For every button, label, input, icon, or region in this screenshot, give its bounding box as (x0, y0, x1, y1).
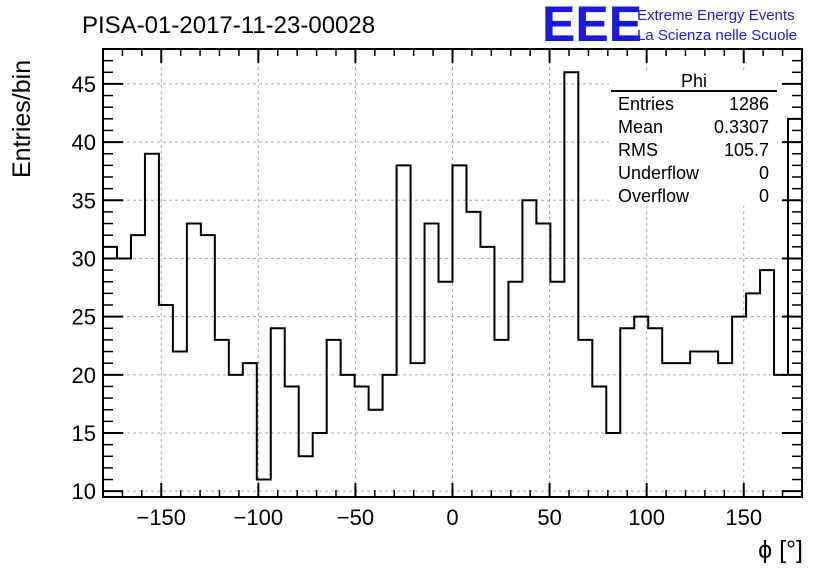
stats-row-label: Overflow (618, 186, 690, 206)
stats-box: Phi Entries 1286 Mean 0.3307 RMS 105.7 Underfl… (609, 71, 777, 206)
y-tick-label: 20 (72, 363, 96, 388)
stats-row-value: 0 (759, 186, 769, 206)
x-tick-label: 100 (628, 505, 665, 530)
logo-line-1: Extreme Energy Events (637, 7, 795, 24)
y-tick-label: 45 (72, 72, 96, 97)
x-axis-title: ϕ [°] (758, 536, 803, 564)
x-tick-label: 0 (446, 505, 458, 530)
histogram-line (103, 71, 802, 481)
y-tick-label: 35 (72, 188, 96, 213)
stats-box-name: Phi (681, 71, 707, 91)
y-tick-label: 15 (72, 421, 96, 446)
y-tick-label: 40 (72, 130, 96, 155)
eee-logo: EEE Extreme Energy Events La Scienza nel… (542, 0, 797, 52)
stats-row-value: 1286 (729, 94, 769, 114)
logo-line-2: La Scienza nelle Scuole (637, 27, 797, 44)
y-tick-label: 25 (72, 305, 96, 330)
stats-row-value: 0.3307 (714, 117, 769, 137)
histogram-layer (103, 71, 802, 481)
stats-row-value: 0 (759, 163, 769, 183)
stats-row-value: 105.7 (724, 140, 769, 160)
x-tick-label: −100 (234, 505, 284, 530)
y-tick-label: 10 (72, 479, 96, 504)
stats-row-label: RMS (618, 140, 658, 160)
y-axis-title: Entries/bin (8, 60, 36, 178)
x-tick-label: −150 (136, 505, 186, 530)
chart-title: PISA-01-2017-11-23-00028 (82, 12, 375, 39)
y-tick-label: 30 (72, 246, 96, 271)
stats-row-label: Mean (618, 117, 663, 137)
stats-row-label: Entries (618, 94, 674, 114)
x-tick-label: 50 (537, 505, 561, 530)
eee-logo-mark: EEE (542, 0, 642, 52)
stats-row-label: Underflow (618, 163, 700, 183)
stats-rows: Entries 1286 Mean 0.3307 RMS 105.7 Underflow 0 O… (618, 94, 769, 206)
x-tick-label: −50 (337, 505, 374, 530)
axis-ticks: −150 −100 −50 0 50 100 150 10 15 20 25 30 35 40 45 (72, 49, 802, 530)
x-tick-label: 150 (725, 505, 762, 530)
